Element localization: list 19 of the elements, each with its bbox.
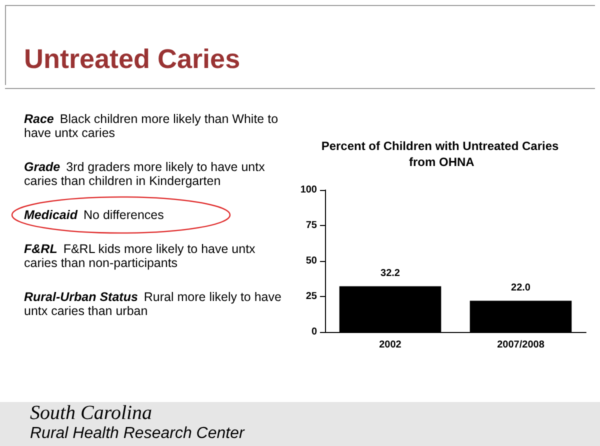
text: Rural-Urban Status bbox=[24, 290, 138, 304]
text: Grade bbox=[24, 160, 60, 174]
text: Medicaid bbox=[24, 208, 78, 222]
y-tick-label: 25 bbox=[306, 291, 318, 302]
text: Rural Health Research Center bbox=[30, 425, 244, 443]
x-tick-label: 2002 bbox=[379, 340, 402, 350]
chart-title: Untreated Caries bbox=[24, 44, 240, 75]
chart-subtitle: Percent of Children with Untreated Caries from OHNA bbox=[321, 139, 560, 169]
text: F&RL bbox=[24, 242, 58, 256]
y-tick-label: 50 bbox=[306, 256, 318, 266]
x-tick-label: 2007/2008 bbox=[497, 340, 545, 350]
data-label: 32.2 bbox=[380, 268, 400, 279]
y-tick-label: 0 bbox=[311, 326, 318, 338]
data-label: 22.0 bbox=[511, 282, 531, 294]
y-tick-label: 75 bbox=[306, 220, 318, 231]
text: Race bbox=[24, 112, 54, 126]
text: South Carolina bbox=[30, 402, 152, 425]
text: No differences bbox=[84, 208, 164, 222]
y-tick-label: 100 bbox=[300, 184, 318, 196]
